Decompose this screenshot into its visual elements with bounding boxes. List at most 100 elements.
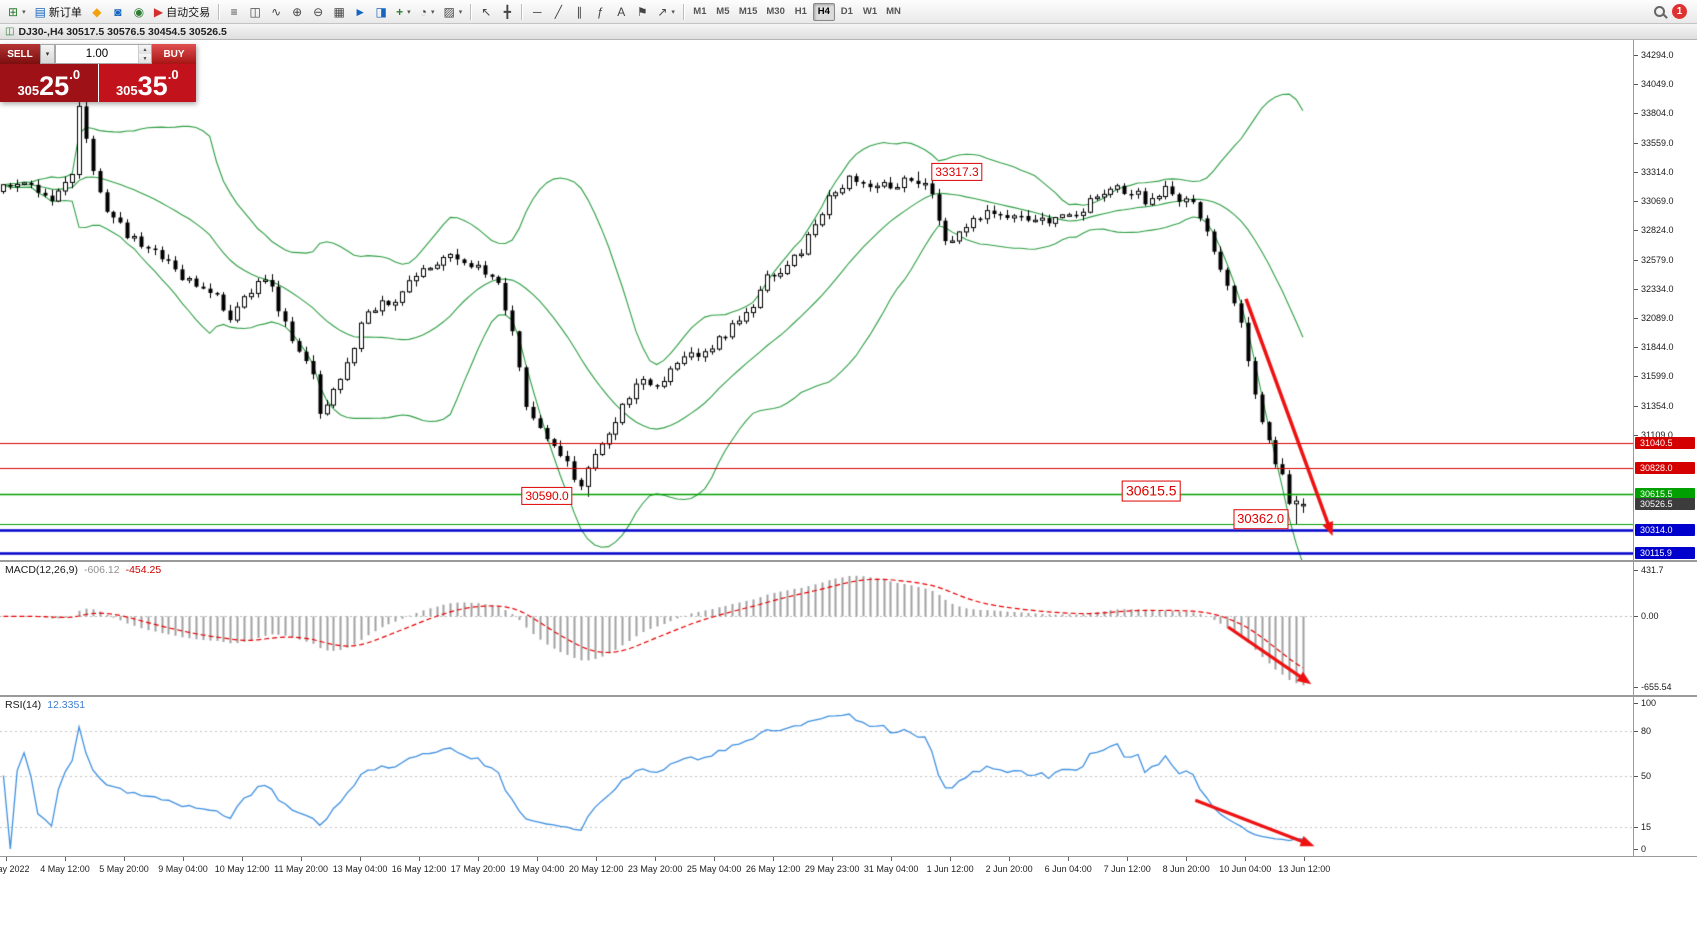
time-tick: [1186, 857, 1188, 861]
crosshair-button[interactable]: ╋: [497, 2, 517, 22]
timeframe-h1-button[interactable]: H1: [794, 6, 807, 17]
bar-chart-button[interactable]: ≡: [224, 2, 244, 22]
volume-up-button[interactable]: ▲: [139, 45, 151, 54]
timeframe-m5-button[interactable]: M5: [716, 6, 730, 17]
rsi-value: 12.3351: [47, 699, 86, 711]
macd-scale[interactable]: 431.7 0.00 -655.54: [1633, 562, 1697, 695]
price-line-tag: 30615.5: [1635, 487, 1695, 500]
timeframe-d1-button[interactable]: D1: [840, 6, 853, 17]
macd-name: MACD(12,26,9): [5, 564, 78, 576]
chart-title: DJ30-,H4 30517.5 30576.5 30454.5 30526.5: [18, 25, 227, 38]
toolbar-separator: [521, 3, 524, 20]
zoom-in-icon: ⊕: [292, 4, 303, 19]
new-chart-button[interactable]: ⊞ ▾: [4, 2, 30, 22]
main-chart-panel[interactable]: SELL ▾ 1.00 ▲ ▼ BUY 305 25.0 305 35.0 3331…: [0, 40, 1697, 562]
chevron-down-icon: ▾: [430, 8, 435, 16]
arrows-list-button[interactable]: ↗ ▾: [653, 2, 679, 22]
trendline-button[interactable]: ╱: [548, 2, 568, 22]
timeframe-m30-button[interactable]: M30: [766, 6, 785, 17]
cursor-button[interactable]: ↖: [476, 2, 496, 22]
horizontal-line-button[interactable]: ─: [527, 2, 547, 22]
price-annotation[interactable]: 33317.3: [931, 162, 983, 181]
periods-button[interactable]: ◔ ▾: [416, 2, 439, 22]
price-annotation[interactable]: 30615.5: [1121, 480, 1181, 502]
price-chart-canvas[interactable]: [0, 40, 1633, 560]
timeframe-m1-button[interactable]: M1: [693, 6, 707, 17]
time-tick: [6, 857, 7, 861]
buy-button[interactable]: BUY: [152, 44, 196, 64]
buy-price[interactable]: 305 35.0: [98, 64, 196, 102]
market-watch-button[interactable]: ◙: [108, 2, 128, 22]
text-label-button[interactable]: ⚑: [632, 2, 652, 22]
metaeditor-button[interactable]: ◆: [87, 2, 107, 22]
new-order-button[interactable]: ▤ 新订单: [31, 2, 86, 22]
candlestick-chart-icon: ◫: [249, 4, 261, 19]
time-tick: [478, 857, 480, 861]
macd-chart-canvas[interactable]: [0, 562, 1633, 695]
price-tick: 34294.0: [1634, 50, 1697, 60]
zoom-in-button[interactable]: ⊕: [287, 2, 307, 22]
price-tick: 31844.0: [1634, 342, 1697, 352]
equidistant-channel-button[interactable]: ∥: [569, 2, 589, 22]
tile-windows-button[interactable]: ▦: [329, 2, 349, 22]
horizontal-line-icon: ─: [533, 4, 542, 19]
price-line-tag: 30526.5: [1635, 498, 1695, 511]
time-tick: [1245, 857, 1247, 861]
sell-button[interactable]: SELL: [0, 44, 40, 64]
time-labels: 4 May 2022 4 May 12:00 5 May 20:00 9 May 04…: [0, 857, 1633, 879]
candlestick-chart-button[interactable]: ◫: [245, 2, 265, 22]
price-annotation[interactable]: 30590.0: [521, 486, 573, 505]
time-tick: [891, 857, 893, 861]
time-axis-label: 13 May 04:00: [332, 864, 388, 874]
volume-input[interactable]: 1.00: [85, 48, 109, 60]
periods-icon: ◔: [419, 4, 427, 19]
fibonacci-retracement-button[interactable]: ƒ: [590, 2, 610, 22]
time-tick: [1009, 857, 1011, 861]
time-axis-label: 26 May 12:00: [745, 864, 801, 874]
chart-window-titlebar[interactable]: ◫ DJ30-,H4 30517.5 30576.5 30454.5 30526…: [0, 24, 1697, 40]
timeframe-h4-button[interactable]: H4: [812, 2, 835, 21]
chart-shift-icon: ◨: [375, 4, 387, 19]
rsi-chart-canvas[interactable]: [0, 697, 1633, 856]
community-button[interactable]: ◉: [129, 2, 149, 22]
timeframe-m15-button[interactable]: M15: [738, 6, 758, 17]
volume-down-button[interactable]: ▼: [139, 54, 151, 63]
time-axis[interactable]: 4 May 2022 4 May 12:00 5 May 20:00 9 May 04…: [0, 857, 1697, 879]
line-chart-button[interactable]: ∿: [266, 2, 286, 22]
rsi-indicator-panel[interactable]: RSI(14) 12.3351 100 80 50 15 0: [0, 697, 1697, 857]
chevron-down-icon: ▾: [671, 8, 675, 16]
search-icon[interactable]: [1654, 6, 1665, 17]
autotrading-button[interactable]: ▶ 自动交易: [150, 2, 214, 22]
templates-button[interactable]: ▨ ▾: [439, 2, 466, 22]
toolbar-separator: [218, 3, 221, 20]
time-axis-label: 17 May 20:00: [450, 864, 506, 874]
volume-spinner: ▲ ▼: [138, 45, 151, 63]
tile-windows-icon: ▦: [333, 4, 345, 19]
auto-scroll-button[interactable]: ►: [350, 2, 370, 22]
sell-price[interactable]: 305 25.0: [0, 64, 98, 102]
text-button[interactable]: A: [611, 2, 631, 22]
timeframe-w1-button[interactable]: W1: [862, 6, 878, 17]
timeframe-mn-button[interactable]: MN: [886, 6, 901, 17]
bottom-blank-area: [0, 879, 1697, 947]
templates-icon: ▨: [443, 4, 455, 19]
price-scale[interactable]: 34294.0 34049.0 33804.0 33559.0 33314.0 33069…: [1633, 40, 1697, 560]
time-tick: [360, 857, 362, 861]
time-axis-label: 23 May 20:00: [627, 864, 683, 874]
notification-badge[interactable]: 1: [1672, 4, 1687, 19]
macd-indicator-panel[interactable]: MACD(12,26,9) -606.12 -454.25 431.7 0.00 -…: [0, 562, 1697, 697]
rsi-label: RSI(14) 12.3351: [5, 699, 85, 711]
zoom-out-button[interactable]: ⊖: [308, 2, 328, 22]
chevron-down-icon: ▾: [45, 51, 50, 58]
auto-scroll-icon: ►: [354, 4, 367, 19]
volume-dropdown-button[interactable]: ▾: [40, 44, 55, 64]
indicators-list-button[interactable]: + ▾: [392, 2, 415, 22]
rsi-scale[interactable]: 100 80 50 15 0: [1633, 697, 1697, 856]
chevron-down-icon: ▾: [458, 8, 463, 16]
chart-shift-button[interactable]: ◨: [371, 2, 391, 22]
time-tick: [655, 857, 657, 861]
price-tick: 31599.0: [1634, 371, 1697, 381]
time-tick: [714, 857, 716, 861]
price-tick: 33804.0: [1634, 108, 1697, 118]
price-annotation[interactable]: 30362.0: [1233, 509, 1289, 530]
